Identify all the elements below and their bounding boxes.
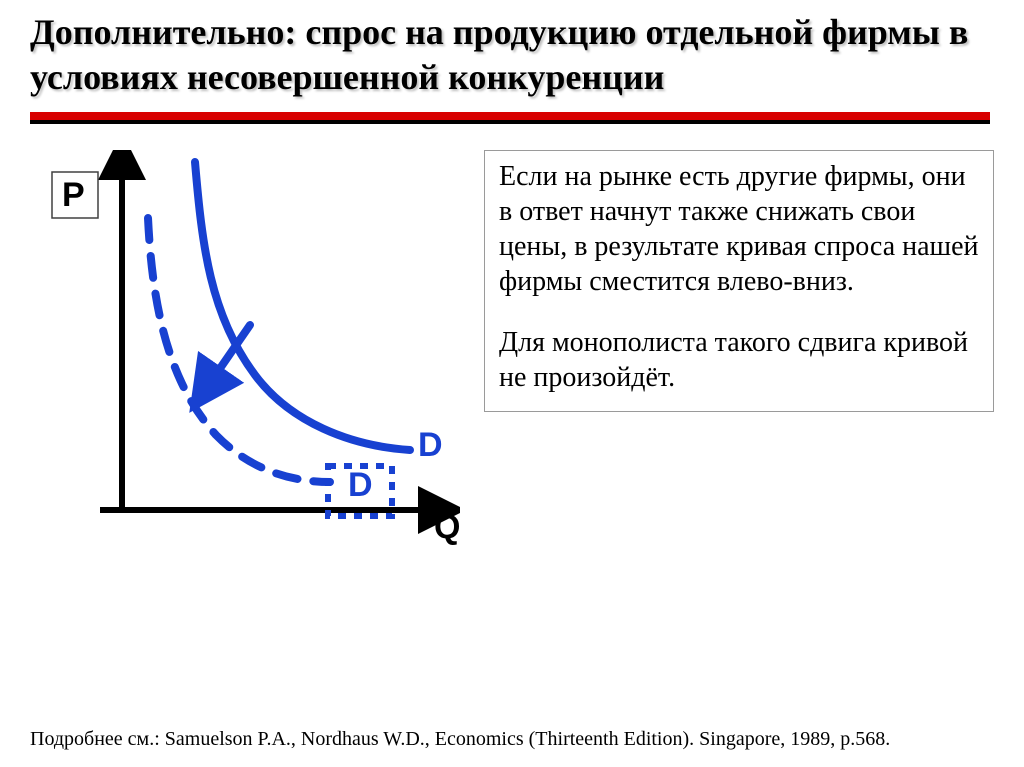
footnote: Подробнее см.: Samuelson P.A., Nordhaus … — [30, 728, 890, 751]
title-rule — [30, 112, 994, 126]
d-label-solid: D — [418, 426, 443, 464]
d-label-dashed: D — [348, 466, 373, 504]
demand-curve-solid — [195, 162, 410, 450]
explanation-box: Если на рынке есть другие фирмы, они в о… — [484, 150, 994, 412]
rule-black — [30, 120, 990, 124]
p-axis-label: P — [62, 176, 85, 214]
explanation-p2: Для монополиста такого сдвига кривой не … — [499, 325, 979, 395]
rule-red — [30, 112, 990, 120]
explanation-p1: Если на рынке есть другие фирмы, они в о… — [499, 159, 979, 299]
q-axis-label: Q — [434, 508, 460, 546]
demand-chart: P Q D D — [30, 150, 460, 550]
content-row: P Q D D Если на рынке есть другие фирмы,… — [30, 150, 994, 550]
chart-column: P Q D D — [30, 150, 460, 550]
slide-title: Дополнительно: спрос на продукцию отдель… — [30, 10, 994, 100]
